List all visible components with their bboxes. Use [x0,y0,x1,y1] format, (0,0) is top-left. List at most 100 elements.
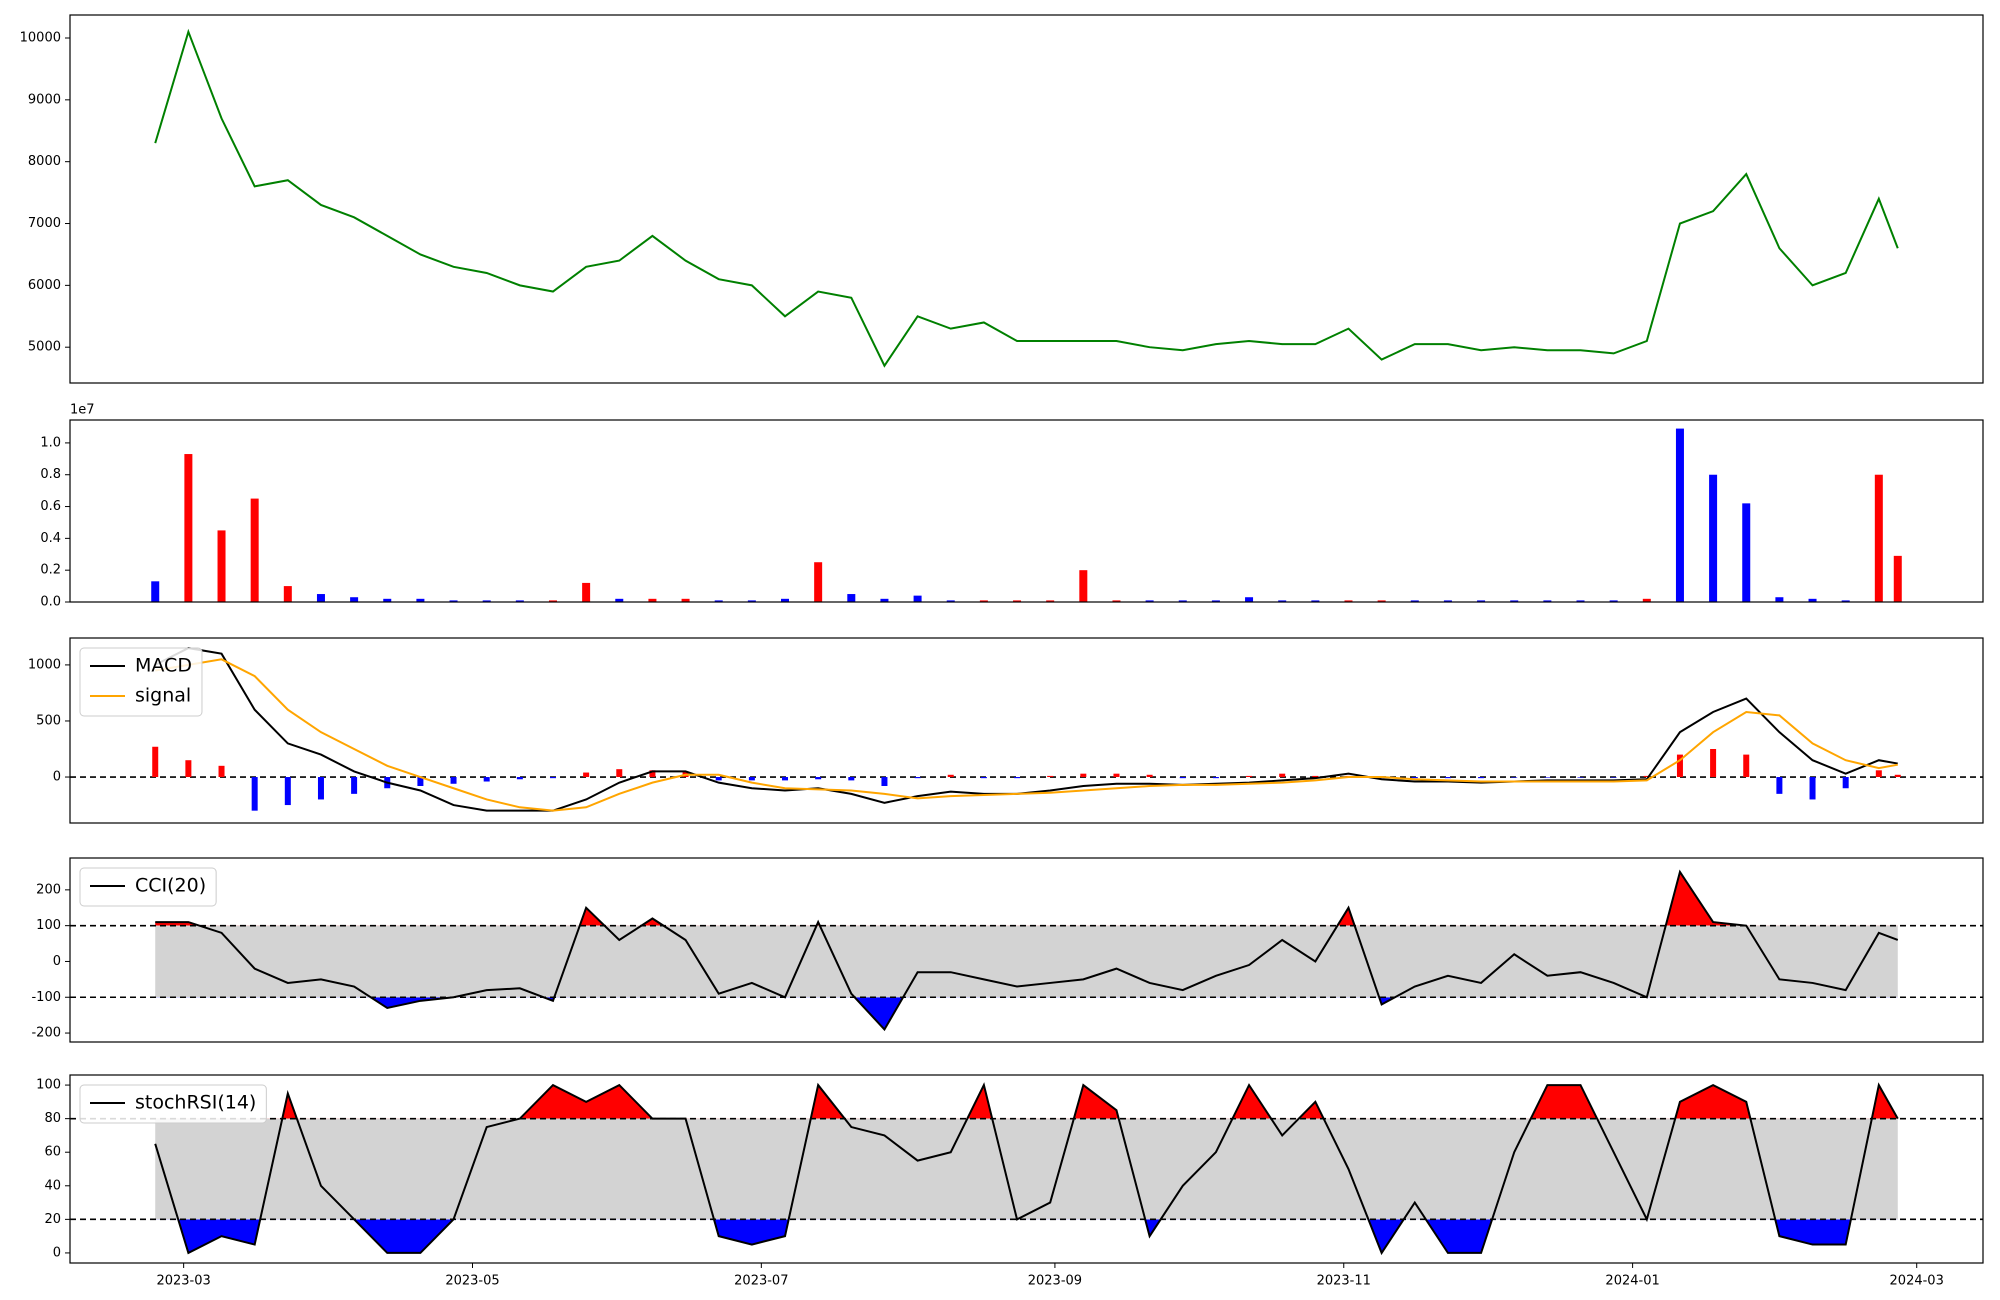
legend: stochRSI(14) [79,1084,267,1124]
histogram-bar [1676,754,1683,778]
volume-bar [1510,600,1519,602]
volume-bar [1893,555,1902,602]
volume-bar [681,598,690,602]
volume-bar [1609,600,1618,602]
y-tick-label: 80 [44,1111,61,1126]
x-tick-label: 2024-03 [1890,1274,1944,1289]
volume-bar [217,530,226,602]
histogram-bar [980,777,987,779]
y-tick-label: 6000 [28,278,61,293]
histogram-bar [616,769,623,778]
y-tick-label: -100 [31,990,61,1005]
histogram-bar [1047,775,1054,778]
histogram-bar [1312,775,1319,778]
y-tick-label: 7000 [28,216,61,231]
volume-bar [482,600,491,602]
volume-bar [184,454,193,602]
histogram-bar [1014,777,1021,779]
plot-frame [69,857,1984,1043]
histogram-bar [947,774,954,778]
histogram-bar [1212,777,1219,779]
y-tick-label: 0.4 [40,531,61,546]
volume-bar [1874,474,1883,602]
x-tick-label: 2023-11 [1317,1274,1371,1289]
volume-bar [615,598,624,602]
y-tick-label: 5000 [28,340,61,355]
volume-bar [1841,600,1850,602]
histogram-bar [351,777,358,794]
volume-bar [747,600,756,602]
offset-label: 1e7 [70,403,95,418]
legend-label: CCI(20) [135,875,206,897]
volume-bar [383,598,392,602]
band-fill [155,1118,1898,1220]
volume-bar [847,594,856,602]
volume-bar [1278,600,1287,602]
volume-bar [1377,600,1386,602]
volume-bar [1145,600,1154,602]
y-tick-label: 0 [53,1245,61,1260]
histogram-bar [782,777,789,781]
volume-bar [1211,600,1220,602]
volume-bar [913,595,922,602]
y-tick-label: 0.8 [40,467,61,482]
x-tick-label: 2023-07 [734,1274,788,1289]
histogram-bar [715,777,722,781]
volume-bar [350,597,359,602]
histogram-bar [549,777,556,779]
volume-bar [880,598,889,602]
volume-bar [1477,600,1486,602]
y-tick-label: 8000 [28,154,61,169]
legend-box [79,867,217,907]
volume-bar [814,562,823,602]
volume-bar [979,600,988,602]
volume-bar [1642,598,1651,602]
histogram-bar [1776,777,1783,794]
histogram-bar [815,777,822,780]
volume-bar [1576,600,1585,602]
histogram-bar [1842,777,1849,789]
histogram-bar [848,777,855,781]
histogram-bar [1710,749,1717,778]
y-tick-label: 40 [44,1178,61,1193]
volume-bar [1112,600,1121,602]
volume-bar [946,600,955,602]
series-line [154,28,1899,368]
y-tick-label: -200 [31,1026,61,1041]
x-tick-label: 2023-03 [156,1274,210,1289]
volume-bar [151,581,160,602]
volume-bar [648,598,657,602]
volume-bar [416,598,425,602]
histogram-bar [152,746,159,778]
histogram-bar [1080,773,1087,778]
volume-bar [1775,597,1784,602]
plot-frame [69,14,1984,384]
histogram-bar [185,760,192,778]
volume-bar [1808,598,1817,602]
volume-bar [1013,600,1022,602]
histogram-bar [1113,773,1120,778]
volume-bar [1046,600,1055,602]
y-tick-label: 200 [36,882,61,897]
histogram-bar [1411,777,1418,779]
series-line [155,869,1899,1032]
band-excess-fill [155,871,1747,926]
volume-bar [548,600,557,602]
y-tick-label: 0 [53,770,61,785]
plot-frame [69,637,1984,824]
volume-bar [1344,600,1353,602]
volume-bar [1079,570,1088,602]
histogram-bar [1743,754,1750,778]
legend-label: signal [135,685,191,707]
y-tick-label: 100 [36,1078,61,1093]
band-excess-fill [155,1219,1898,1253]
y-tick-label: 1.0 [40,435,61,450]
histogram-bar [1279,773,1286,778]
histogram-bar [284,777,291,806]
volume-bar [449,600,458,602]
legend-label: stochRSI(14) [135,1092,256,1114]
band-excess-fill [155,1085,1898,1119]
volume-bar [714,600,723,602]
histogram-bar [317,777,324,800]
